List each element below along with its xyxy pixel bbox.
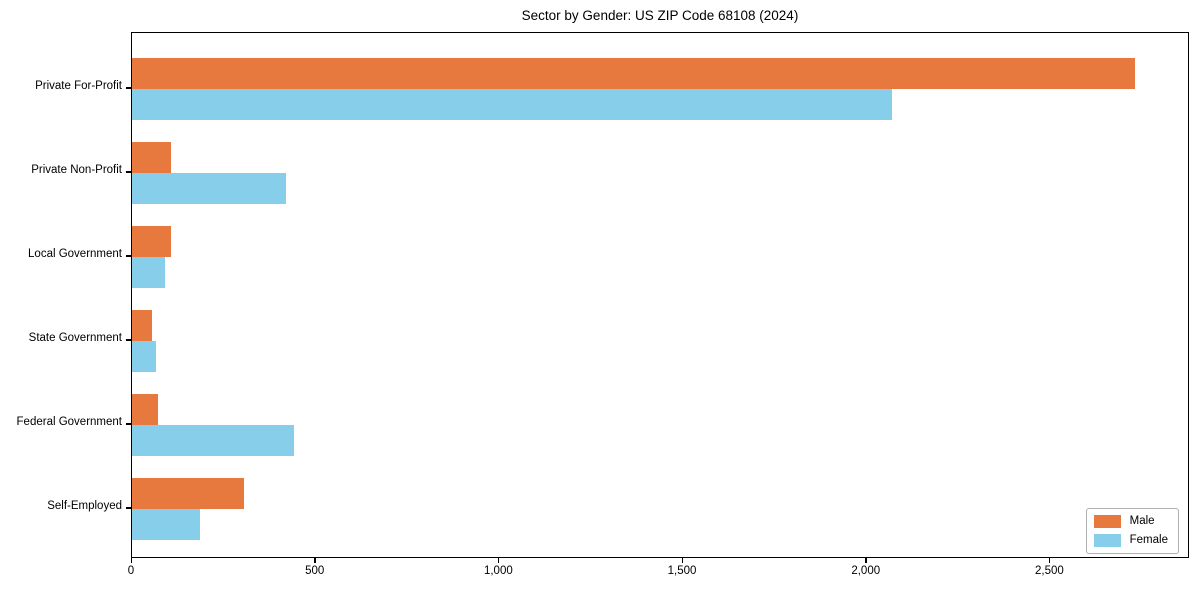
y-axis-tick-label: Self-Employed — [47, 500, 122, 512]
bar-female-private-non-profit — [132, 173, 286, 204]
legend-entry-female: Female — [1093, 534, 1168, 547]
legend-swatch-male — [1093, 515, 1121, 528]
bar-female-private-for-profit — [132, 89, 892, 120]
plot-area — [131, 32, 1189, 558]
bar-female-state-government — [132, 341, 156, 372]
y-axis-tick — [126, 255, 131, 257]
y-axis-tick-label: Local Government — [28, 248, 122, 260]
x-axis-tick-label: 1,500 — [667, 565, 697, 577]
x-axis-tick — [497, 558, 500, 563]
x-axis-tick-label: 1,000 — [483, 565, 513, 577]
legend: Male Female — [1085, 508, 1179, 554]
y-axis-tick — [126, 507, 131, 509]
x-axis-tick — [1048, 558, 1051, 563]
x-axis-tick-label: 500 — [305, 565, 325, 577]
bar-male-private-for-profit — [132, 58, 1135, 89]
bar-male-local-government — [132, 226, 171, 257]
x-axis-tick-label: 2,000 — [851, 565, 881, 577]
legend-label: Female — [1129, 534, 1168, 546]
x-axis-tick — [130, 558, 132, 563]
y-axis-tick-label: Private Non-Profit — [31, 164, 122, 176]
bar-female-local-government — [132, 257, 165, 288]
y-axis-tick — [126, 171, 131, 173]
legend-entry-male: Male — [1093, 515, 1168, 528]
legend-swatch-female — [1093, 534, 1121, 547]
x-axis-tick-label: 2,500 — [1035, 565, 1064, 577]
bar-male-self-employed — [132, 478, 244, 509]
y-axis-tick-label: State Government — [28, 332, 122, 344]
chart-title: Sector by Gender: US ZIP Code 68108 (202… — [521, 8, 799, 23]
y-axis-tick-label: Private For-Profit — [35, 80, 122, 92]
x-axis-tick — [865, 558, 867, 563]
y-axis-tick — [126, 87, 131, 89]
legend-label: Male — [1129, 515, 1155, 527]
bar-male-federal-government — [132, 394, 158, 425]
x-axis-tick-label: 0 — [127, 565, 135, 577]
bar-female-self-employed — [132, 509, 200, 540]
y-axis-tick-label: Federal Government — [16, 416, 122, 428]
bar-male-state-government — [132, 310, 152, 341]
y-axis-tick — [126, 423, 131, 425]
bar-male-private-non-profit — [132, 142, 171, 173]
x-axis-tick — [314, 558, 316, 563]
y-axis-tick — [126, 339, 131, 341]
bar-female-federal-government — [132, 425, 294, 456]
x-axis-tick — [681, 558, 684, 563]
